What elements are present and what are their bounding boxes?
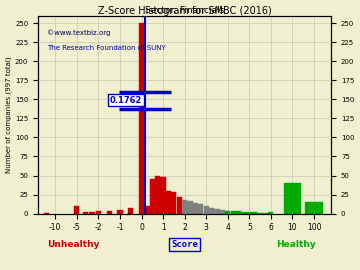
Text: Score: Score — [171, 240, 198, 249]
Bar — [107, 211, 112, 214]
Bar — [215, 209, 220, 214]
Bar — [263, 213, 268, 214]
Text: The Research Foundation of SUNY: The Research Foundation of SUNY — [47, 45, 166, 51]
Bar — [284, 183, 301, 214]
Bar — [144, 206, 149, 214]
Title: Z-Score Histogram for SMBC (2016): Z-Score Histogram for SMBC (2016) — [98, 6, 271, 16]
Text: Sector: Financials: Sector: Financials — [145, 6, 224, 15]
Text: Unhealthy: Unhealthy — [47, 240, 99, 249]
Bar — [305, 202, 323, 214]
Bar — [155, 176, 160, 214]
Bar — [44, 213, 49, 214]
Bar — [188, 201, 193, 214]
Bar — [74, 206, 80, 214]
Y-axis label: Number of companies (997 total): Number of companies (997 total) — [5, 56, 12, 173]
Text: Healthy: Healthy — [276, 240, 316, 249]
Bar — [89, 212, 95, 214]
Bar — [209, 208, 214, 214]
Bar — [166, 191, 171, 214]
Bar — [83, 212, 88, 214]
Bar — [236, 211, 241, 214]
Text: 0.1762: 0.1762 — [110, 96, 142, 105]
Bar — [139, 23, 144, 214]
Bar — [182, 200, 187, 214]
Bar — [198, 204, 203, 214]
Bar — [117, 210, 122, 214]
Bar — [225, 211, 230, 214]
Bar — [230, 211, 236, 214]
Bar — [204, 206, 209, 214]
Bar — [193, 203, 198, 214]
Bar — [257, 213, 263, 214]
Bar — [96, 211, 101, 214]
Bar — [241, 212, 247, 214]
Bar — [161, 177, 166, 214]
Text: ©www.textbiz.org: ©www.textbiz.org — [47, 29, 110, 36]
Bar — [150, 179, 155, 214]
Bar — [220, 210, 225, 214]
Bar — [171, 192, 176, 214]
Bar — [252, 212, 257, 214]
Bar — [247, 212, 252, 214]
Bar — [128, 208, 133, 214]
Bar — [177, 197, 182, 214]
Bar — [268, 212, 274, 214]
